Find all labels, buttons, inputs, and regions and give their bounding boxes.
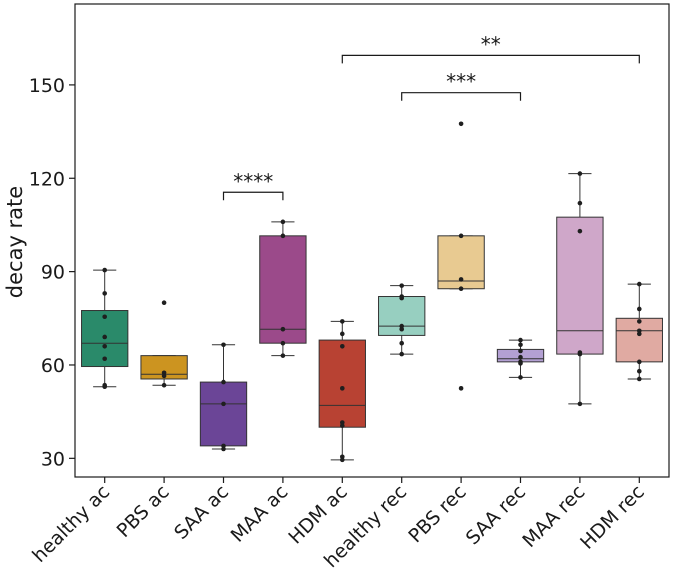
data-point — [637, 368, 642, 374]
data-point — [221, 401, 226, 407]
data-point — [102, 344, 107, 349]
data-point — [102, 267, 107, 273]
x-tick-label: MAA ac — [227, 481, 293, 547]
plot-frame — [74, 3, 670, 478]
data-point — [221, 446, 226, 452]
x-tick-label: SAA ac — [170, 481, 233, 544]
x-tick-label: PBS rec — [404, 481, 470, 547]
box-body — [318, 339, 366, 428]
box-body — [140, 355, 188, 380]
data-point — [399, 340, 405, 346]
box-SAA-rec — [496, 337, 545, 380]
significance-bracket: *** — [401, 70, 522, 101]
data-point — [577, 171, 583, 176]
y-tick-label: 60 — [41, 355, 65, 377]
data-point — [221, 342, 226, 348]
data-point — [102, 314, 107, 320]
data-point — [221, 379, 226, 385]
significance-label: *** — [446, 70, 476, 94]
box-body — [556, 216, 604, 355]
data-point — [518, 342, 523, 348]
data-point — [280, 233, 286, 239]
data-point — [518, 348, 523, 354]
box-MAA-rec — [556, 171, 604, 407]
data-point — [458, 286, 464, 292]
data-point — [340, 319, 345, 324]
boxes-layer — [81, 121, 663, 463]
x-tick-label: healthy ac — [28, 481, 114, 567]
y-tick-label: 150 — [29, 75, 65, 97]
data-point — [577, 401, 583, 407]
data-point — [577, 351, 583, 357]
data-point — [280, 340, 286, 346]
data-point — [518, 361, 523, 366]
x-tick-label: PBS ac — [113, 481, 174, 542]
significance-label: **** — [233, 169, 273, 193]
data-point — [577, 200, 583, 206]
box-healthy-ac — [81, 267, 129, 390]
data-point — [280, 326, 286, 332]
box-SAA-ac — [199, 342, 248, 452]
y-tick-label: 120 — [29, 168, 65, 190]
data-point — [280, 219, 286, 225]
data-point — [458, 277, 464, 282]
significance-bracket: **** — [222, 169, 284, 201]
data-point — [637, 281, 642, 287]
data-point — [161, 382, 167, 388]
data-point — [340, 423, 345, 428]
box-PBS-rec — [437, 121, 485, 391]
data-point — [637, 319, 642, 324]
data-point — [399, 295, 405, 301]
y-axis: 30 60 90 120 150 — [29, 75, 75, 470]
significance-label: ** — [481, 32, 501, 56]
data-point — [399, 351, 405, 357]
data-point — [280, 353, 286, 358]
bracket-line — [341, 54, 640, 64]
data-point — [161, 300, 167, 306]
x-tick-label: HDM rec — [576, 481, 649, 554]
data-point — [518, 337, 523, 343]
box-HDM-rec — [615, 281, 663, 382]
annotation-layer: ********* — [222, 32, 640, 201]
data-point — [637, 306, 642, 312]
box-HDM-ac — [318, 319, 366, 463]
data-point — [637, 376, 642, 382]
data-point — [161, 373, 167, 379]
box-body — [199, 381, 248, 447]
data-point — [637, 359, 642, 365]
box-body — [259, 235, 307, 344]
data-point — [102, 384, 107, 390]
data-point — [340, 344, 345, 349]
y-axis-label: decay rate — [3, 186, 27, 298]
bracket-line — [222, 191, 284, 201]
data-point — [102, 356, 107, 362]
data-point — [102, 334, 107, 340]
data-point — [102, 291, 107, 296]
data-point — [399, 283, 405, 288]
box-body — [615, 317, 663, 363]
data-point — [577, 228, 583, 234]
data-point — [340, 386, 345, 391]
box-MAA-ac — [259, 219, 307, 358]
y-tick-label: 30 — [41, 448, 65, 470]
box-healthy-rec — [378, 283, 426, 357]
y-tick-label: 90 — [41, 262, 65, 284]
data-point — [518, 375, 523, 380]
significance-bracket: ** — [341, 32, 640, 64]
data-point — [458, 121, 464, 127]
data-point — [518, 354, 523, 360]
bracket-line — [401, 92, 522, 101]
data-point — [399, 326, 405, 332]
data-point — [340, 457, 345, 463]
data-point — [458, 386, 464, 391]
box-PBS-ac — [140, 300, 188, 388]
data-point — [340, 331, 345, 337]
data-point — [637, 331, 642, 337]
data-point — [458, 233, 464, 239]
